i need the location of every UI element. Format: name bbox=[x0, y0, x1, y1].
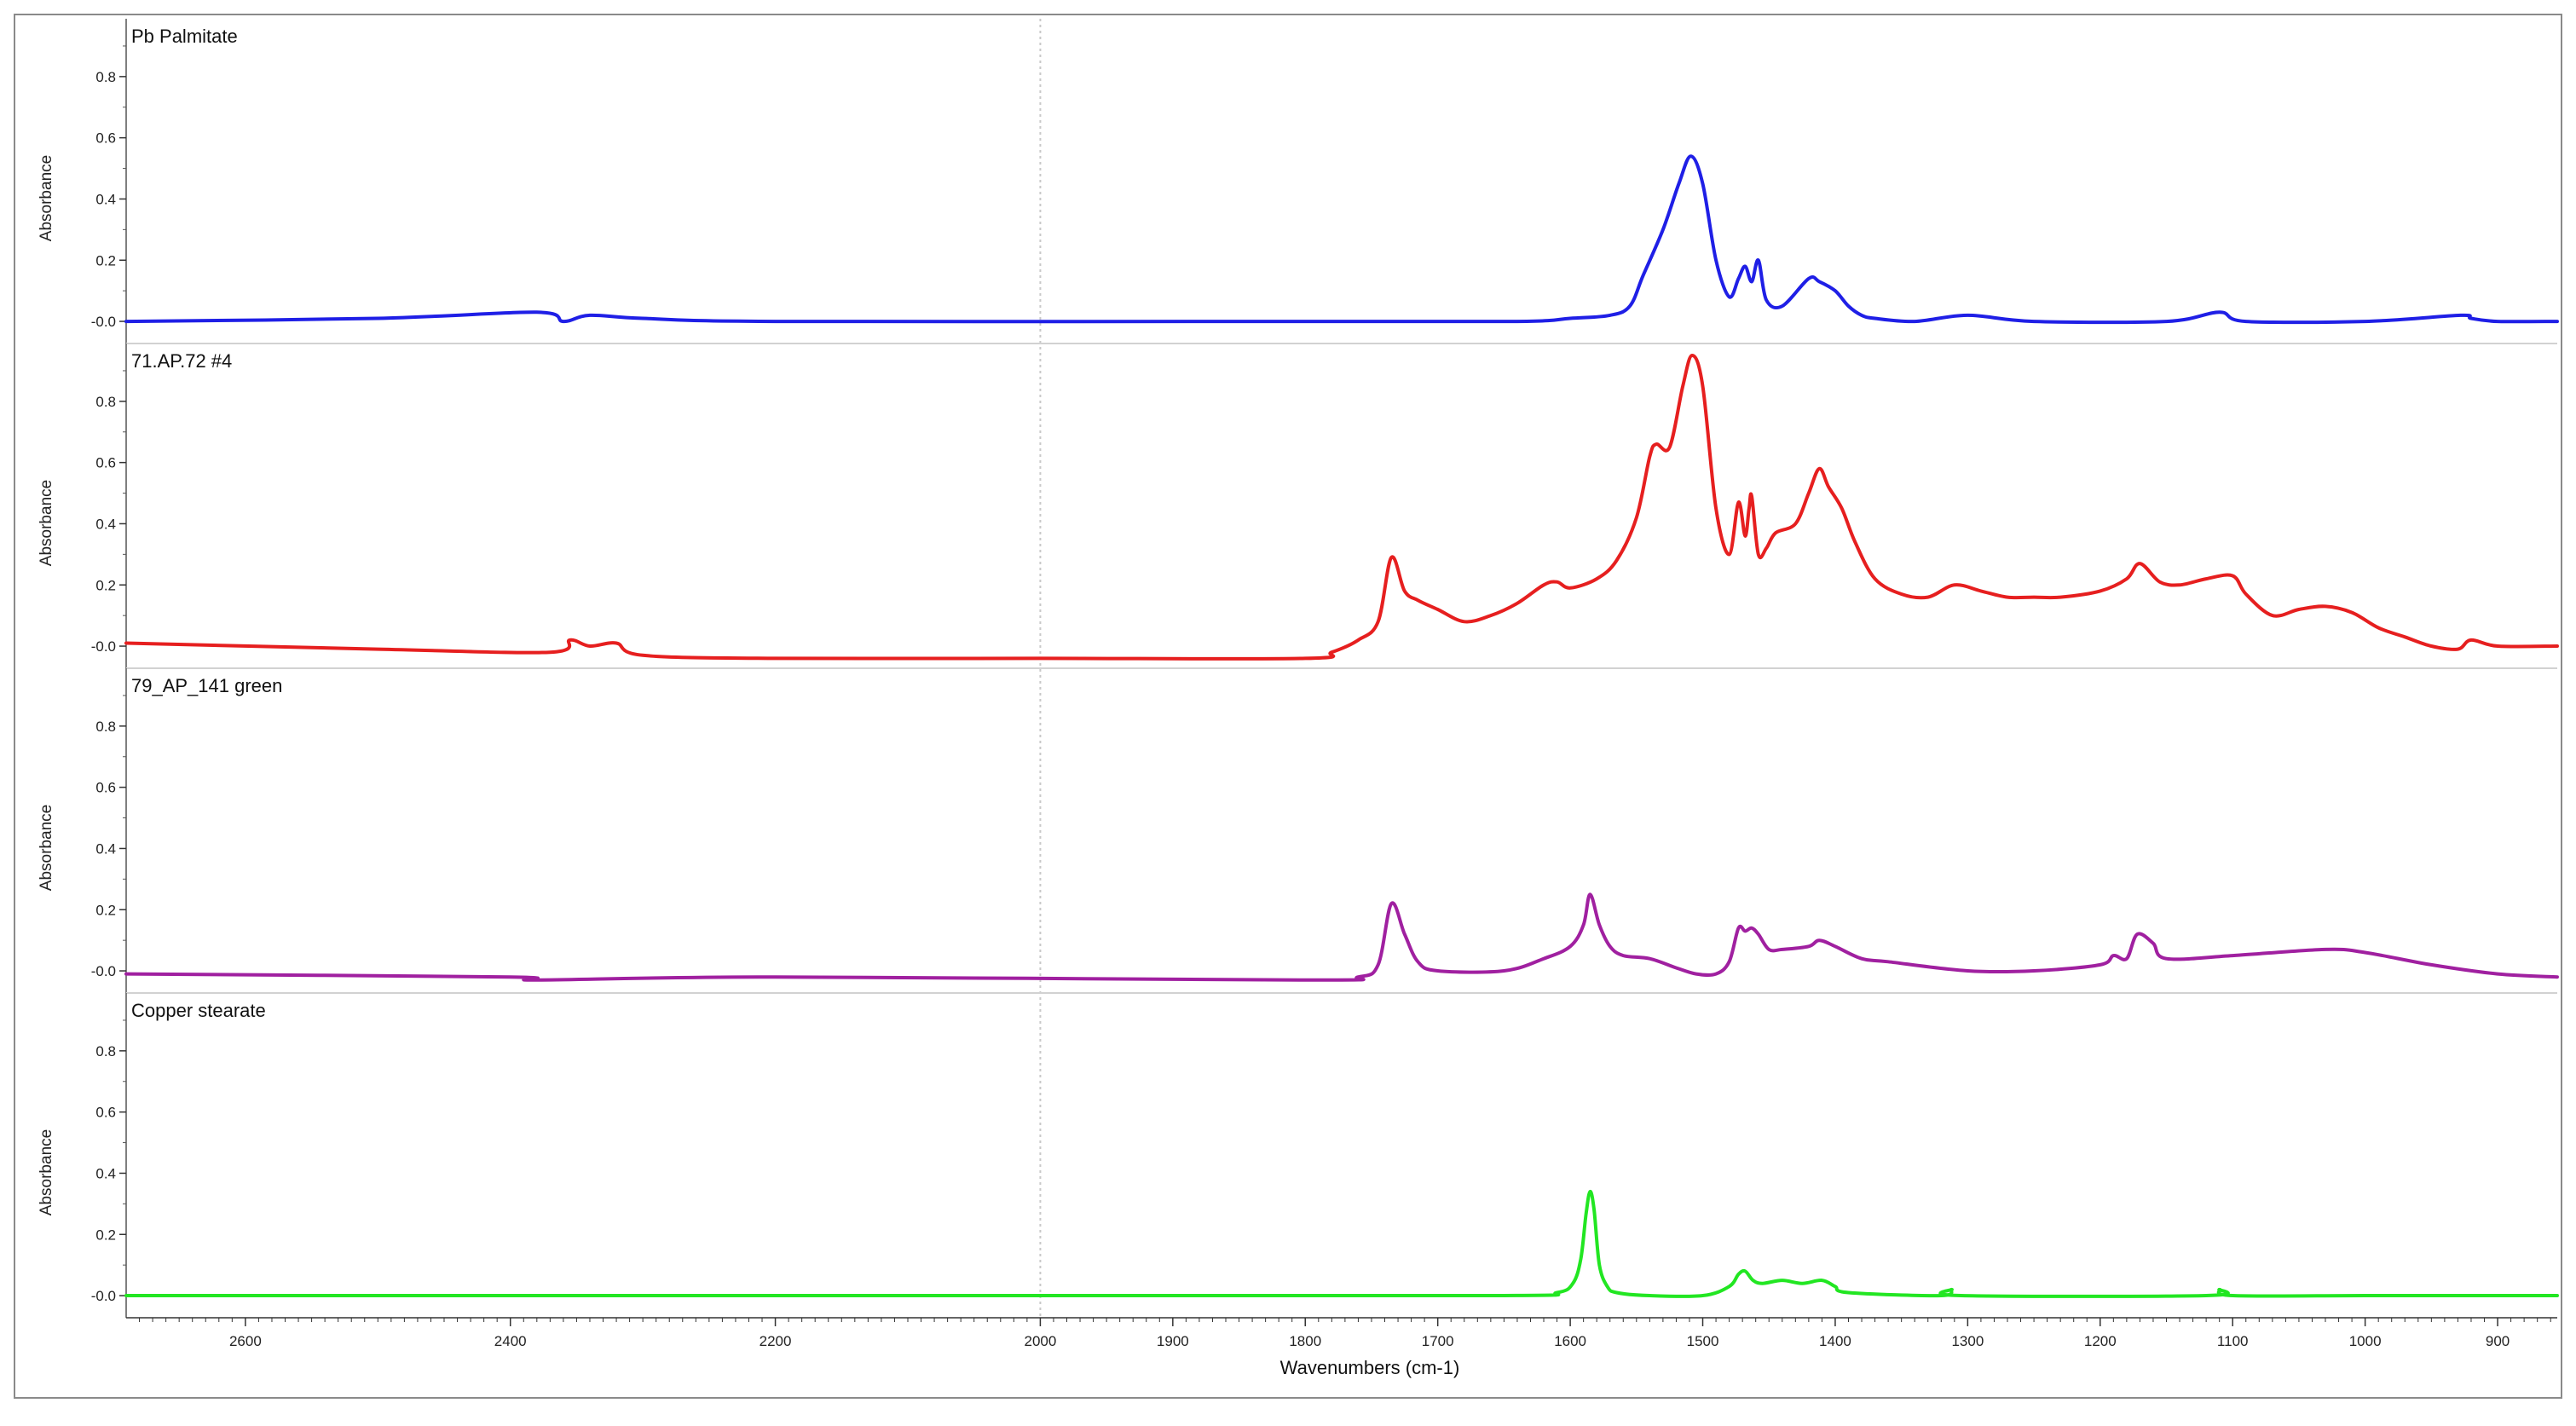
x-tick-label: 1100 bbox=[2217, 1333, 2249, 1349]
x-tick-label: 900 bbox=[2486, 1333, 2510, 1349]
panel-title: 71.AP.72 #4 bbox=[131, 350, 232, 372]
spectrum-line bbox=[124, 1190, 2559, 1298]
y-tick-label: 0.2 bbox=[95, 577, 116, 593]
panel-title: Pb Palmitate bbox=[131, 26, 238, 47]
x-tick-label: 1900 bbox=[1157, 1333, 1189, 1349]
x-tick-label: 1400 bbox=[1819, 1333, 1851, 1349]
spectrum-panel: -0.0 0.2 0.4 0.6 0.8 Absorbance 79_AP_141 gree… bbox=[38, 667, 2559, 993]
y-tick-label: 0.6 bbox=[95, 780, 116, 796]
panel-title: 79_AP_141 green bbox=[131, 675, 282, 696]
y-tick-label: 0.6 bbox=[95, 1105, 116, 1121]
y-tick-label: -0.0 bbox=[91, 963, 116, 979]
spectrum-panel: -0.0 0.2 0.4 0.6 0.8 Absorbance Copper stearat… bbox=[38, 992, 2559, 1318]
y-axis-label: Absorbance bbox=[38, 155, 55, 241]
y-tick-label: 0.6 bbox=[95, 455, 116, 471]
x-tick-label: 1800 bbox=[1289, 1333, 1321, 1349]
y-tick-label: 0.2 bbox=[95, 902, 116, 918]
x-tick-label: 1700 bbox=[1422, 1333, 1454, 1349]
y-tick-label: 0.4 bbox=[95, 840, 116, 857]
x-tick-label: 2200 bbox=[760, 1333, 792, 1349]
x-tick-label: 2600 bbox=[229, 1333, 262, 1349]
y-tick-label: -0.0 bbox=[91, 1288, 116, 1304]
x-tick-label: 1500 bbox=[1687, 1333, 1719, 1349]
y-axis-label: Absorbance bbox=[38, 1129, 55, 1215]
x-tick-label: 2400 bbox=[494, 1333, 527, 1349]
y-tick-label: -0.0 bbox=[91, 314, 116, 330]
y-tick-label: 0.4 bbox=[95, 1165, 116, 1181]
spectrum-panel: -0.0 0.2 0.4 0.6 0.8 Absorbance Pb Palmitate bbox=[38, 19, 2559, 344]
x-axis: 2600 2400 2200 2000 1900 1800 1700 1600 1500 1400… bbox=[126, 1317, 2557, 1349]
y-tick-label: 0.4 bbox=[95, 191, 116, 207]
panel-title: Copper stearate bbox=[131, 1000, 266, 1021]
x-tick-label: 2000 bbox=[1025, 1333, 1057, 1349]
x-axis-label: Wavenumbers (cm-1) bbox=[1280, 1357, 1460, 1378]
y-tick-label: 0.6 bbox=[95, 130, 116, 147]
spectrum-line bbox=[124, 354, 2559, 661]
y-tick-label: 0.4 bbox=[95, 516, 116, 532]
y-tick-label: 0.8 bbox=[95, 1043, 116, 1059]
y-tick-label: 0.2 bbox=[95, 252, 116, 268]
x-tick-label: 1200 bbox=[2084, 1333, 2117, 1349]
y-axis-label: Absorbance bbox=[38, 805, 55, 891]
y-tick-label: -0.0 bbox=[91, 638, 116, 655]
y-tick-label: 0.2 bbox=[95, 1227, 116, 1243]
spectrum-panel: -0.0 0.2 0.4 0.6 0.8 Absorbance 71.AP.72 #4 bbox=[38, 343, 2559, 668]
y-tick-label: 0.8 bbox=[95, 394, 116, 410]
outer-frame bbox=[14, 14, 2562, 1399]
y-tick-label: 0.8 bbox=[95, 69, 116, 85]
x-tick-label: 1300 bbox=[1951, 1333, 1984, 1349]
spectrum-line bbox=[124, 154, 2559, 325]
spectrum-line bbox=[124, 892, 2559, 982]
y-axis-label: Absorbance bbox=[38, 480, 55, 566]
x-tick-label: 1000 bbox=[2349, 1333, 2382, 1349]
y-tick-label: 0.8 bbox=[95, 719, 116, 735]
x-tick-label: 1600 bbox=[1554, 1333, 1586, 1349]
